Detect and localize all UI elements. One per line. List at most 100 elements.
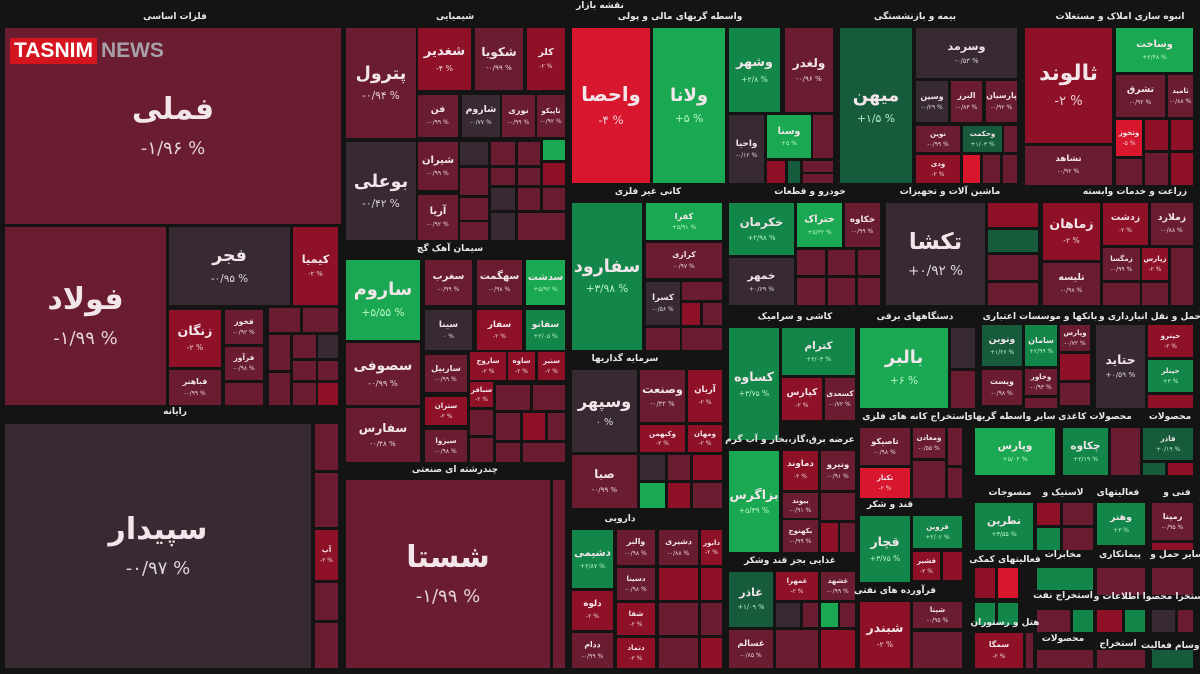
stock-tile[interactable] — [1145, 120, 1168, 150]
stock-tile[interactable] — [460, 142, 488, 165]
stock-tile[interactable]: پارسیان -۰/۹۲ % — [986, 81, 1017, 122]
stock-tile[interactable]: وهنر +۳ % — [1097, 503, 1145, 545]
stock-tile[interactable] — [1103, 283, 1140, 305]
stock-tile[interactable]: تشرق -۰/۹۲ % — [1116, 75, 1165, 117]
stock-tile[interactable]: ختراک +۵/۳۲ % — [797, 203, 842, 247]
stock-tile[interactable] — [491, 188, 515, 210]
stock-tile[interactable] — [1063, 503, 1093, 525]
stock-tile[interactable] — [1025, 398, 1057, 408]
stock-tile[interactable]: بزاگرس +۵/۳۹ % — [729, 451, 779, 552]
stock-tile[interactable]: ومهان -۲ % — [688, 425, 722, 452]
stock-tile[interactable]: سباقر -۲ % — [470, 382, 493, 407]
stock-tile[interactable] — [797, 250, 825, 275]
stock-tile[interactable] — [460, 222, 488, 240]
stock-tile[interactable] — [1125, 610, 1145, 632]
stock-tile[interactable]: سنیر -۲ % — [538, 352, 565, 380]
stock-tile[interactable] — [315, 583, 338, 620]
stock-tile[interactable]: نوین -۰/۹۹ % — [916, 126, 960, 152]
stock-tile[interactable]: حتاید +۰/۵۹ % — [1096, 325, 1145, 408]
stock-tile[interactable]: آپ -۲ % — [315, 530, 338, 580]
stock-tile[interactable] — [840, 523, 855, 552]
stock-tile[interactable] — [269, 308, 300, 332]
stock-tile[interactable] — [293, 361, 316, 380]
stock-tile[interactable] — [1143, 463, 1165, 475]
stock-tile[interactable] — [1073, 610, 1093, 632]
stock-tile[interactable]: سفانو +۲/۰۵ % — [526, 310, 565, 350]
stock-tile[interactable] — [543, 140, 565, 160]
stock-tile[interactable]: کلر -۲ % — [527, 28, 565, 90]
stock-tile[interactable] — [1037, 650, 1093, 668]
stock-tile[interactable]: ولانا +۵ % — [653, 28, 725, 183]
stock-tile[interactable] — [943, 552, 962, 580]
stock-tile[interactable]: سیزوا -۰/۹۸ % — [425, 430, 467, 462]
stock-tile[interactable]: زماهان -۲ % — [1043, 203, 1100, 260]
stock-tile[interactable] — [659, 603, 698, 635]
stock-tile[interactable]: شغدیر -۴ % — [418, 28, 471, 90]
stock-tile[interactable]: قچار +۳/۷۵ % — [860, 516, 910, 582]
stock-tile[interactable] — [518, 142, 540, 165]
stock-tile[interactable] — [803, 161, 833, 172]
stock-tile[interactable] — [998, 568, 1018, 598]
stock-tile[interactable] — [975, 568, 995, 598]
stock-tile[interactable] — [491, 142, 515, 165]
stock-tile[interactable] — [821, 523, 838, 552]
stock-tile[interactable]: بیوند -۰/۹۱ % — [783, 493, 818, 518]
stock-tile[interactable]: کترام +۲/۰۳ % — [782, 328, 855, 375]
stock-tile[interactable] — [788, 161, 800, 183]
stock-tile[interactable]: تلیسه -۰/۹۸ % — [1043, 263, 1100, 305]
stock-tile[interactable]: فاذر +۰/۱۹ % — [1143, 428, 1193, 460]
stock-tile[interactable]: کساوه +۳/۷۵ % — [729, 328, 779, 440]
stock-tile[interactable] — [315, 424, 338, 470]
stock-tile[interactable] — [803, 174, 833, 183]
stock-tile[interactable]: رمپنا -۰/۹۵ % — [1152, 503, 1193, 540]
stock-tile[interactable] — [1152, 650, 1193, 668]
stock-tile[interactable] — [1171, 120, 1193, 150]
stock-tile[interactable]: شفا -۲ % — [617, 603, 655, 635]
stock-tile[interactable]: دتماد -۲ % — [617, 638, 655, 668]
stock-tile[interactable] — [858, 278, 880, 305]
stock-tile[interactable] — [646, 328, 680, 350]
stock-tile[interactable] — [1037, 528, 1060, 550]
stock-tile[interactable]: دشیری -۰/۸۸ % — [659, 530, 698, 565]
stock-tile[interactable]: ولغدر -۰/۹۶ % — [785, 28, 833, 112]
stock-tile[interactable] — [1037, 503, 1060, 525]
stock-tile[interactable] — [1168, 463, 1193, 475]
stock-tile[interactable] — [470, 410, 493, 435]
stock-tile[interactable]: کیمیا -۲ % — [293, 227, 338, 305]
stock-tile[interactable]: فخوز -۰/۹۲ % — [225, 310, 263, 344]
stock-tile[interactable] — [701, 568, 722, 600]
stock-tile[interactable] — [225, 383, 263, 405]
stock-tile[interactable] — [1148, 395, 1193, 408]
stock-tile[interactable] — [460, 168, 488, 195]
stock-tile[interactable] — [703, 303, 722, 325]
stock-tile[interactable]: فباهنر -۰/۹۹ % — [169, 370, 221, 405]
stock-tile[interactable]: نطرین +۳/۵۵ % — [975, 503, 1033, 550]
stock-tile[interactable]: آریان -۲ % — [688, 370, 722, 422]
stock-tile[interactable] — [460, 198, 488, 220]
stock-tile[interactable] — [828, 278, 855, 305]
stock-tile[interactable]: شپنا -۰/۹۵ % — [913, 602, 962, 628]
stock-tile[interactable] — [496, 385, 530, 410]
stock-tile[interactable] — [1037, 568, 1093, 590]
stock-tile[interactable]: تاپیکو -۰/۹۲ % — [537, 95, 565, 137]
stock-tile[interactable]: وسپهر ۰ % — [572, 370, 637, 452]
stock-tile[interactable]: کسعدی -۰/۷۲ % — [825, 378, 855, 420]
stock-tile[interactable] — [948, 428, 962, 465]
stock-tile[interactable]: وپارس +۵/۰۲ % — [975, 428, 1055, 475]
stock-tile[interactable]: وشهر +۲/۸ % — [729, 28, 780, 112]
stock-tile[interactable]: غمهرا -۲ % — [776, 572, 818, 600]
stock-tile[interactable]: سغرب -۰/۹۹ % — [425, 260, 472, 305]
stock-tile[interactable] — [518, 188, 540, 210]
stock-tile[interactable] — [269, 335, 290, 370]
stock-tile[interactable]: چکاوه +۲/۱۹ % — [1063, 428, 1108, 475]
stock-tile[interactable] — [693, 455, 722, 480]
stock-tile[interactable]: تکشا +۰/۹۲ % — [886, 203, 985, 305]
stock-tile[interactable]: فن -۰/۹۹ % — [418, 95, 458, 137]
stock-tile[interactable] — [548, 413, 565, 440]
stock-tile[interactable]: حپترو -۲ % — [1148, 325, 1193, 357]
stock-tile[interactable] — [518, 213, 565, 240]
stock-tile[interactable] — [1111, 428, 1140, 475]
stock-tile[interactable]: وتخوز -۵ % — [1116, 120, 1142, 156]
stock-tile[interactable]: کرازی -۰/۹۷ % — [646, 243, 722, 278]
stock-tile[interactable]: وساخت +۲/۴۸ % — [1116, 28, 1193, 72]
